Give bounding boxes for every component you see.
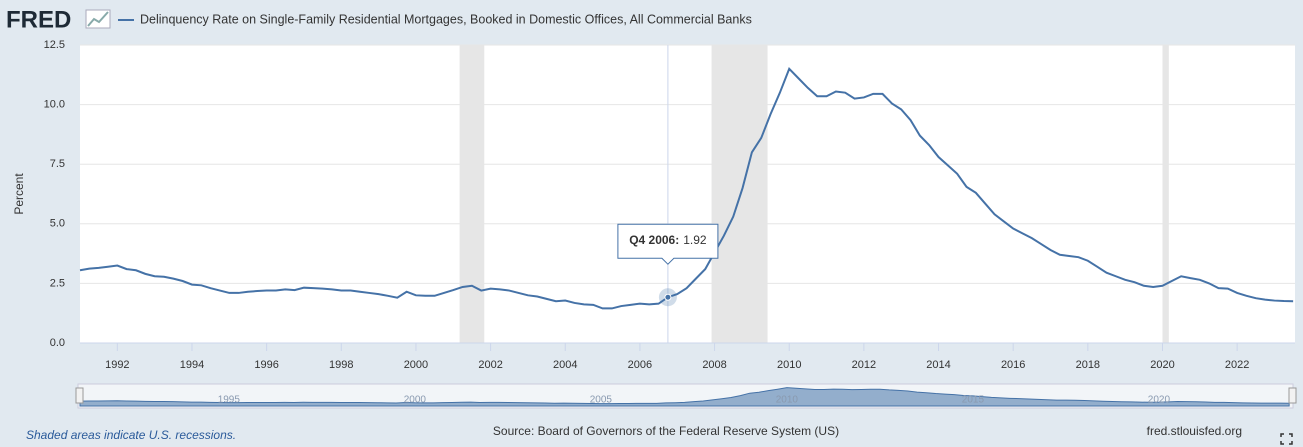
series-line <box>79 67 1294 310</box>
navigator-area <box>79 387 1290 407</box>
plot-area <box>80 45 1295 343</box>
x-tick-label: 2008 <box>702 359 726 371</box>
site[interactable]: fred.stlouisfed.org <box>1147 424 1242 438</box>
navigator-tick-label: 2015 <box>962 395 985 406</box>
tooltip-text: Q4 2006: 1.92 <box>629 233 707 247</box>
recession-band <box>459 45 485 343</box>
navigator-tick-label: 2020 <box>1148 395 1171 406</box>
x-tick-label: 2022 <box>1225 359 1249 371</box>
brand-icon <box>85 9 111 29</box>
y-tick-label: 2.5 <box>50 277 65 289</box>
x-tick-label: 1998 <box>329 359 353 371</box>
y-tick-label: 12.5 <box>44 39 65 51</box>
y-tick-label: 5.0 <box>50 218 65 230</box>
navigator-tick-label: 2000 <box>404 395 427 406</box>
hover-point <box>664 293 672 301</box>
x-tick-label: 2014 <box>926 359 950 371</box>
navigator-handle[interactable] <box>1288 387 1297 404</box>
y-axis-label: Percent <box>12 173 26 215</box>
y-tick-label: 10.0 <box>44 99 65 111</box>
legend-label: Delinquency Rate on Single-Family Reside… <box>140 12 752 26</box>
y-tick-label: 7.5 <box>50 158 65 170</box>
x-tick-label: 2006 <box>628 359 652 371</box>
recession-band <box>1162 45 1169 343</box>
x-tick-label: 2000 <box>404 359 428 371</box>
x-tick-label: 2010 <box>777 359 801 371</box>
navigator-tick-label: 2010 <box>776 395 799 406</box>
tooltip-box <box>617 223 719 265</box>
x-tick-label: 2020 <box>1150 359 1174 371</box>
x-tick-label: 1992 <box>105 359 129 371</box>
y-tick-label: 0.0 <box>50 337 65 349</box>
source: Source: Board of Governors of the Federa… <box>493 424 839 438</box>
navigator-tick-label: 1995 <box>218 395 241 406</box>
brand: FRED <box>6 6 71 33</box>
x-tick-label: 2012 <box>852 359 876 371</box>
navigator-handle[interactable] <box>75 387 84 404</box>
tooltip: Q4 2006: 1.92 <box>617 223 719 265</box>
x-tick-label: 2016 <box>1001 359 1025 371</box>
x-tick-label: 2018 <box>1076 359 1100 371</box>
x-tick-label: 1994 <box>180 359 204 371</box>
x-tick-label: 2004 <box>553 359 577 371</box>
x-tick-label: 2002 <box>478 359 502 371</box>
fullscreen-icon[interactable] <box>1280 433 1293 445</box>
x-tick-label: 1996 <box>254 359 278 371</box>
recession-note: Shaded areas indicate U.S. recessions. <box>26 428 236 442</box>
navigator-tick-label: 2005 <box>590 395 613 406</box>
